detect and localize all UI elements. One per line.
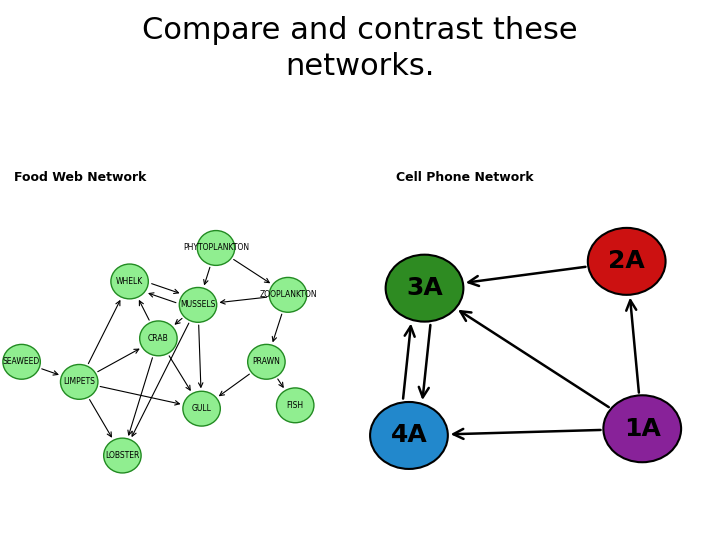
Text: 4A: 4A <box>390 423 428 448</box>
Circle shape <box>140 321 177 356</box>
Text: WHELK: WHELK <box>116 277 143 286</box>
Circle shape <box>588 228 665 295</box>
Text: PHYTOPLANKTON: PHYTOPLANKTON <box>183 244 249 253</box>
Text: GULL: GULL <box>192 404 212 413</box>
Circle shape <box>603 395 681 462</box>
Text: LIMPETS: LIMPETS <box>63 377 95 387</box>
Text: 1A: 1A <box>624 417 661 441</box>
Text: CRAB: CRAB <box>148 334 168 343</box>
Circle shape <box>60 364 98 399</box>
Circle shape <box>183 392 220 426</box>
Text: PRAWN: PRAWN <box>253 357 280 366</box>
Circle shape <box>197 231 235 265</box>
Text: Cell Phone Network: Cell Phone Network <box>396 171 534 184</box>
Circle shape <box>179 287 217 322</box>
Circle shape <box>111 264 148 299</box>
Circle shape <box>269 278 307 312</box>
Circle shape <box>276 388 314 423</box>
Text: Food Web Network: Food Web Network <box>14 171 147 184</box>
Text: 3A: 3A <box>406 276 443 300</box>
Text: Compare and contrast these
networks.: Compare and contrast these networks. <box>142 16 578 81</box>
Text: 2A: 2A <box>608 249 645 273</box>
Circle shape <box>104 438 141 473</box>
Circle shape <box>386 255 464 322</box>
Text: FISH: FISH <box>287 401 304 410</box>
Text: SEAWEED: SEAWEED <box>3 357 40 366</box>
Text: ZOOPLANKTON: ZOOPLANKTON <box>259 291 317 299</box>
Circle shape <box>248 345 285 379</box>
Text: MUSSELS: MUSSELS <box>180 300 216 309</box>
Circle shape <box>370 402 448 469</box>
Text: LOBSTER: LOBSTER <box>105 451 140 460</box>
Circle shape <box>3 345 40 379</box>
